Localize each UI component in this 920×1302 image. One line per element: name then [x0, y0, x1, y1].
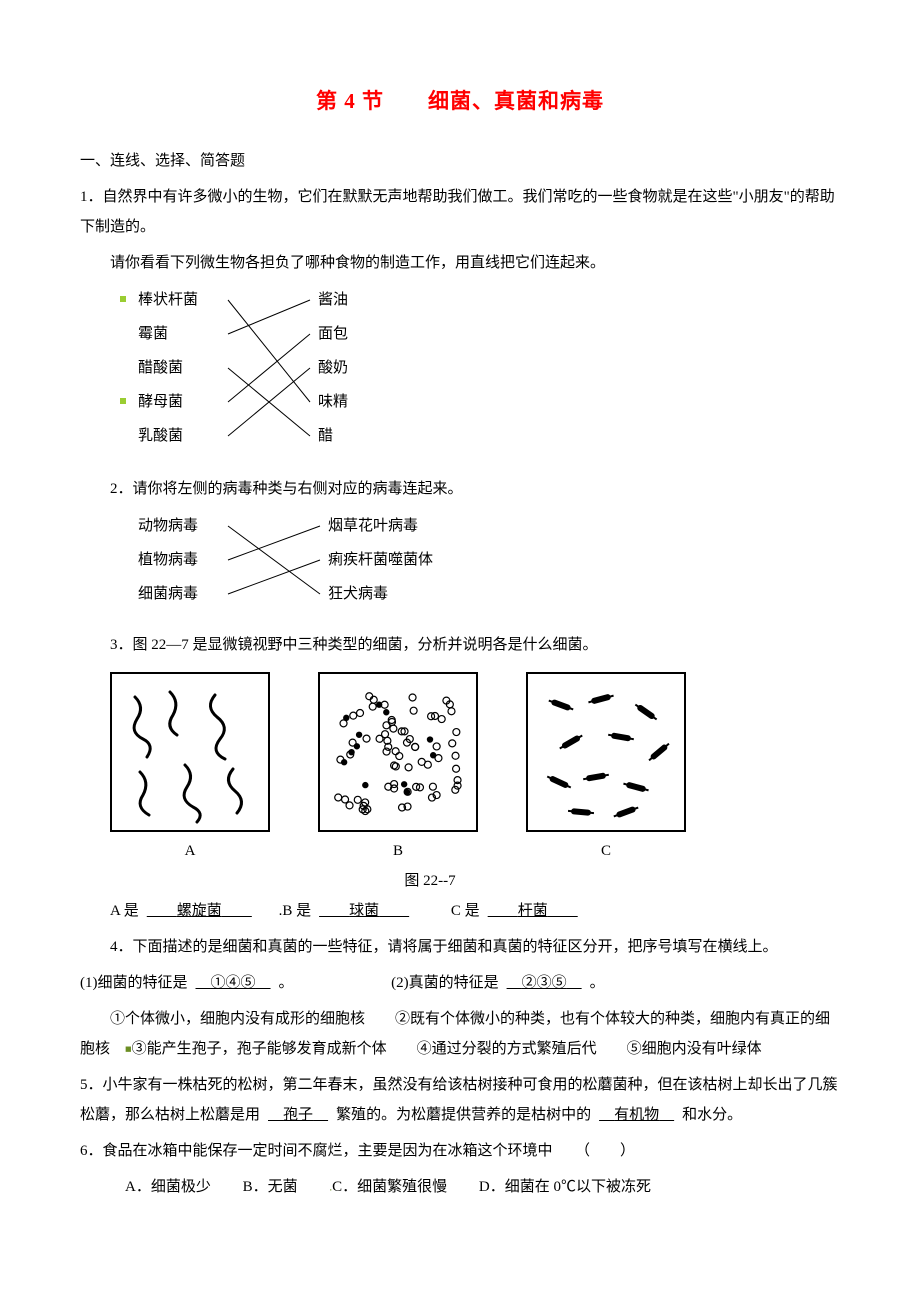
q1-stem-1: 1．自然界中有许多微小的生物，它们在默默无声地帮助我们做工。我们常吃的一些食物就…: [80, 182, 840, 242]
q3-label-b: B: [318, 836, 478, 866]
q3-b-prefix: B 是: [282, 903, 311, 919]
q3-a-answer: 螺旋菌: [139, 903, 260, 919]
svg-text:痢疾杆菌噬菌体: 痢疾杆菌噬菌体: [328, 551, 433, 568]
page-title: 第 4 节 细菌、真菌和病毒: [80, 80, 840, 122]
q6-opt-b: B．无菌: [243, 1172, 298, 1202]
q6-opt-a: A．细菌极少: [125, 1172, 211, 1202]
q4-stem: 4．下面描述的是细菌和真菌的一些特征，请将属于细菌和真菌的特征区分开，把序号填写…: [80, 932, 840, 962]
q5-a1: 孢子: [260, 1107, 336, 1123]
q3-c-prefix: C 是: [451, 903, 480, 919]
q3-b-answer: 球菌: [311, 903, 417, 919]
dot-icon: ■: [125, 1044, 132, 1056]
q6-stem: 6．食品在冰箱中能保存一定时间不腐烂，主要是因为在冰箱这个环境中 （ ）: [80, 1136, 840, 1166]
q3-stem: 3．图 22—7 是显微镜视野中三种类型的细菌，分析并说明各是什么细菌。: [80, 630, 840, 660]
q4-a2: ②③⑤: [499, 975, 590, 991]
svg-text:醋: 醋: [318, 427, 333, 444]
svg-text:味精: 味精: [318, 393, 348, 410]
q4-answers: (1)细菌的特征是 ①④⑤ 。 (2)真菌的特征是 ②③⑤ 。: [80, 968, 840, 998]
q3-figure-labels: A B C: [110, 836, 840, 866]
q5-a2: 有机物: [591, 1107, 682, 1123]
q4-a1: ①④⑤: [188, 975, 279, 991]
q3-figure-a: [110, 672, 270, 832]
q1-stem-2: 请你看看下列微生物各担负了哪种食物的制造工作，用直线把它们连起来。: [80, 248, 840, 278]
q1-matching-diagram: 棒状杆菌霉菌醋酸菌酵母菌乳酸菌 酱油面包酸奶味精醋: [118, 286, 841, 466]
svg-text:动物病毒: 动物病毒: [138, 517, 198, 534]
q3-figure-b: [318, 672, 478, 832]
q3-label-a: A: [110, 836, 270, 866]
svg-text:细菌病毒: 细菌病毒: [138, 585, 198, 602]
q3-figure-row: [110, 672, 840, 832]
svg-text:霉菌: 霉菌: [138, 325, 168, 342]
q3-figure-c: [526, 672, 686, 832]
section-heading: 一、连线、选择、简答题: [80, 146, 840, 176]
svg-text:烟草花叶病毒: 烟草花叶病毒: [328, 517, 418, 534]
svg-text:酱油: 酱油: [318, 291, 348, 308]
q2-matching-diagram: 动物病毒植物病毒细菌病毒 烟草花叶病毒痢疾杆菌噬菌体狂犬病毒: [118, 512, 841, 622]
svg-text:面包: 面包: [318, 325, 348, 342]
q3-answers: A 是 螺旋菌 .B 是 球菌 C 是 杆菌: [110, 896, 840, 926]
q6-opt-c: .C．细菌繁殖很慢: [329, 1172, 447, 1202]
q5: 5．小牛家有一株枯死的松树，第二年春末，虽然没有给该枯树接种可食用的松蘑菌种，但…: [80, 1070, 840, 1130]
q4-a1-label: (1)细菌的特征是: [80, 975, 188, 991]
q3-label-c: C: [526, 836, 686, 866]
svg-text:酸奶: 酸奶: [318, 359, 348, 376]
q6-opt-d: D．细菌在 0℃以下被冻死: [479, 1172, 651, 1202]
q3-figure-caption: 图 22--7: [20, 866, 840, 896]
q2-stem: 2．请你将左侧的病毒种类与右侧对应的病毒连起来。: [80, 474, 840, 504]
q3-a-prefix: A 是: [110, 903, 139, 919]
svg-text:棒状杆菌: 棒状杆菌: [138, 291, 198, 308]
q4-a2-label: (2)真菌的特征是: [391, 975, 499, 991]
q6-options: A．细菌极少 B．无菌 .C．细菌繁殖很慢 D．细菌在 0℃以下被冻死: [125, 1172, 840, 1202]
svg-text:乳酸菌: 乳酸菌: [138, 427, 183, 444]
q3-c-answer: 杆菌: [480, 903, 586, 919]
q4-items-line1: ①个体微小，细胞内没有成形的细胞核 ②既有个体微小的种类，也有个体较大的种类，细…: [80, 1004, 840, 1064]
svg-text:酵母菌: 酵母菌: [138, 393, 183, 410]
svg-text:植物病毒: 植物病毒: [138, 551, 198, 568]
svg-text:醋酸菌: 醋酸菌: [138, 359, 183, 376]
svg-text:狂犬病毒: 狂犬病毒: [328, 585, 388, 602]
